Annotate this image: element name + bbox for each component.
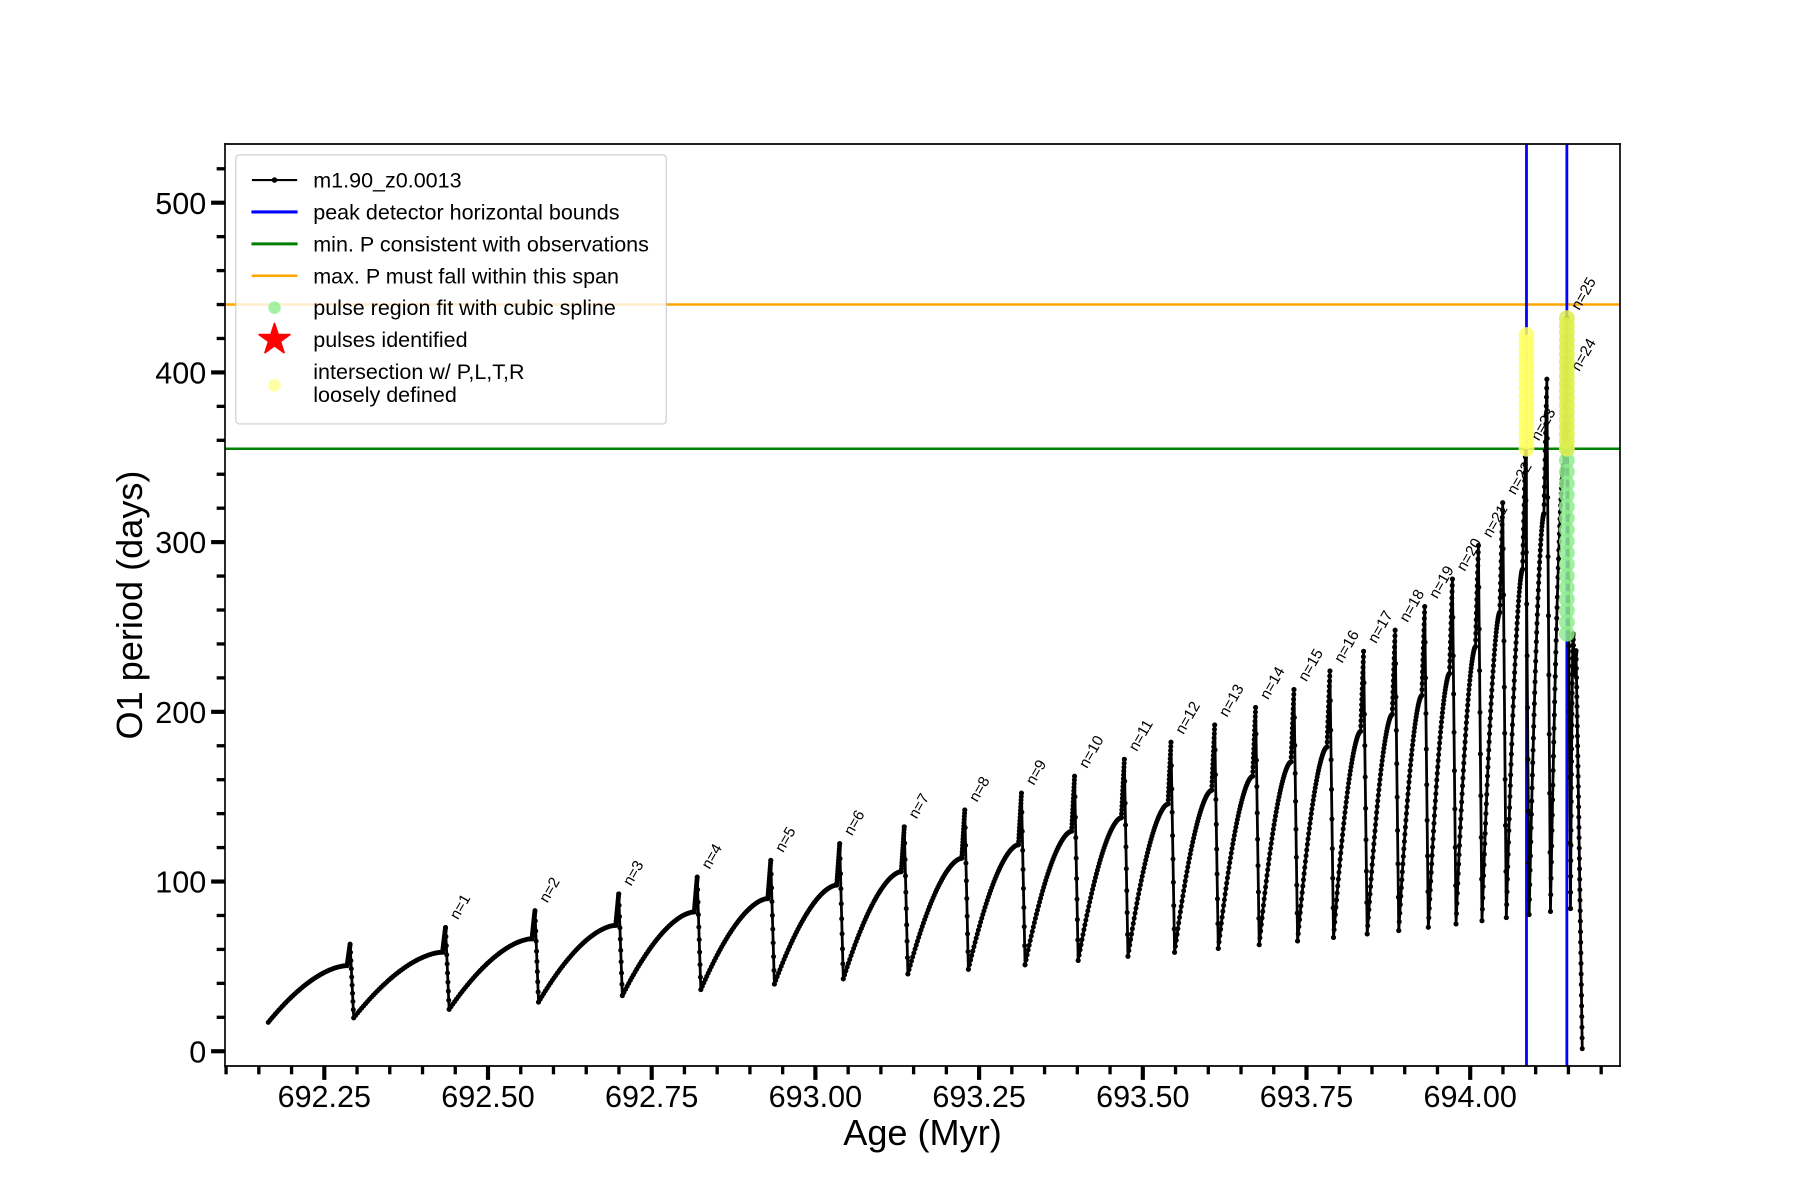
svg-text:pulses identified: pulses identified <box>313 328 467 352</box>
svg-text:693.00: 693.00 <box>769 1080 862 1114</box>
svg-text:pulse region fit with cubic sp: pulse region fit with cubic spline <box>313 296 616 320</box>
svg-text:min. P consistent with observa: min. P consistent with observations <box>313 232 649 256</box>
svg-text:200: 200 <box>155 696 206 730</box>
svg-text:Age (Myr): Age (Myr) <box>843 1112 1002 1153</box>
svg-text:692.50: 692.50 <box>441 1080 534 1114</box>
svg-text:m1.90_z0.0013: m1.90_z0.0013 <box>313 169 461 193</box>
svg-text:693.25: 693.25 <box>932 1080 1025 1114</box>
svg-text:694.00: 694.00 <box>1423 1080 1516 1114</box>
svg-text:400: 400 <box>155 356 206 390</box>
svg-text:692.75: 692.75 <box>605 1080 698 1114</box>
svg-text:peak detector horizontal bound: peak detector horizontal bounds <box>313 200 619 224</box>
svg-text:intersection w/ P,L,T,R: intersection w/ P,L,T,R <box>313 360 524 384</box>
svg-text:max. P must fall within this s: max. P must fall within this span <box>313 264 619 288</box>
svg-text:100: 100 <box>155 866 206 900</box>
svg-text:loosely defined: loosely defined <box>313 383 457 407</box>
svg-text:693.75: 693.75 <box>1260 1080 1353 1114</box>
svg-text:692.25: 692.25 <box>278 1080 371 1114</box>
svg-text:0: 0 <box>189 1035 206 1069</box>
svg-text:500: 500 <box>155 187 206 221</box>
svg-text:693.50: 693.50 <box>1096 1080 1189 1114</box>
svg-text:O1 period (days): O1 period (days) <box>109 471 150 740</box>
svg-text:300: 300 <box>155 526 206 560</box>
